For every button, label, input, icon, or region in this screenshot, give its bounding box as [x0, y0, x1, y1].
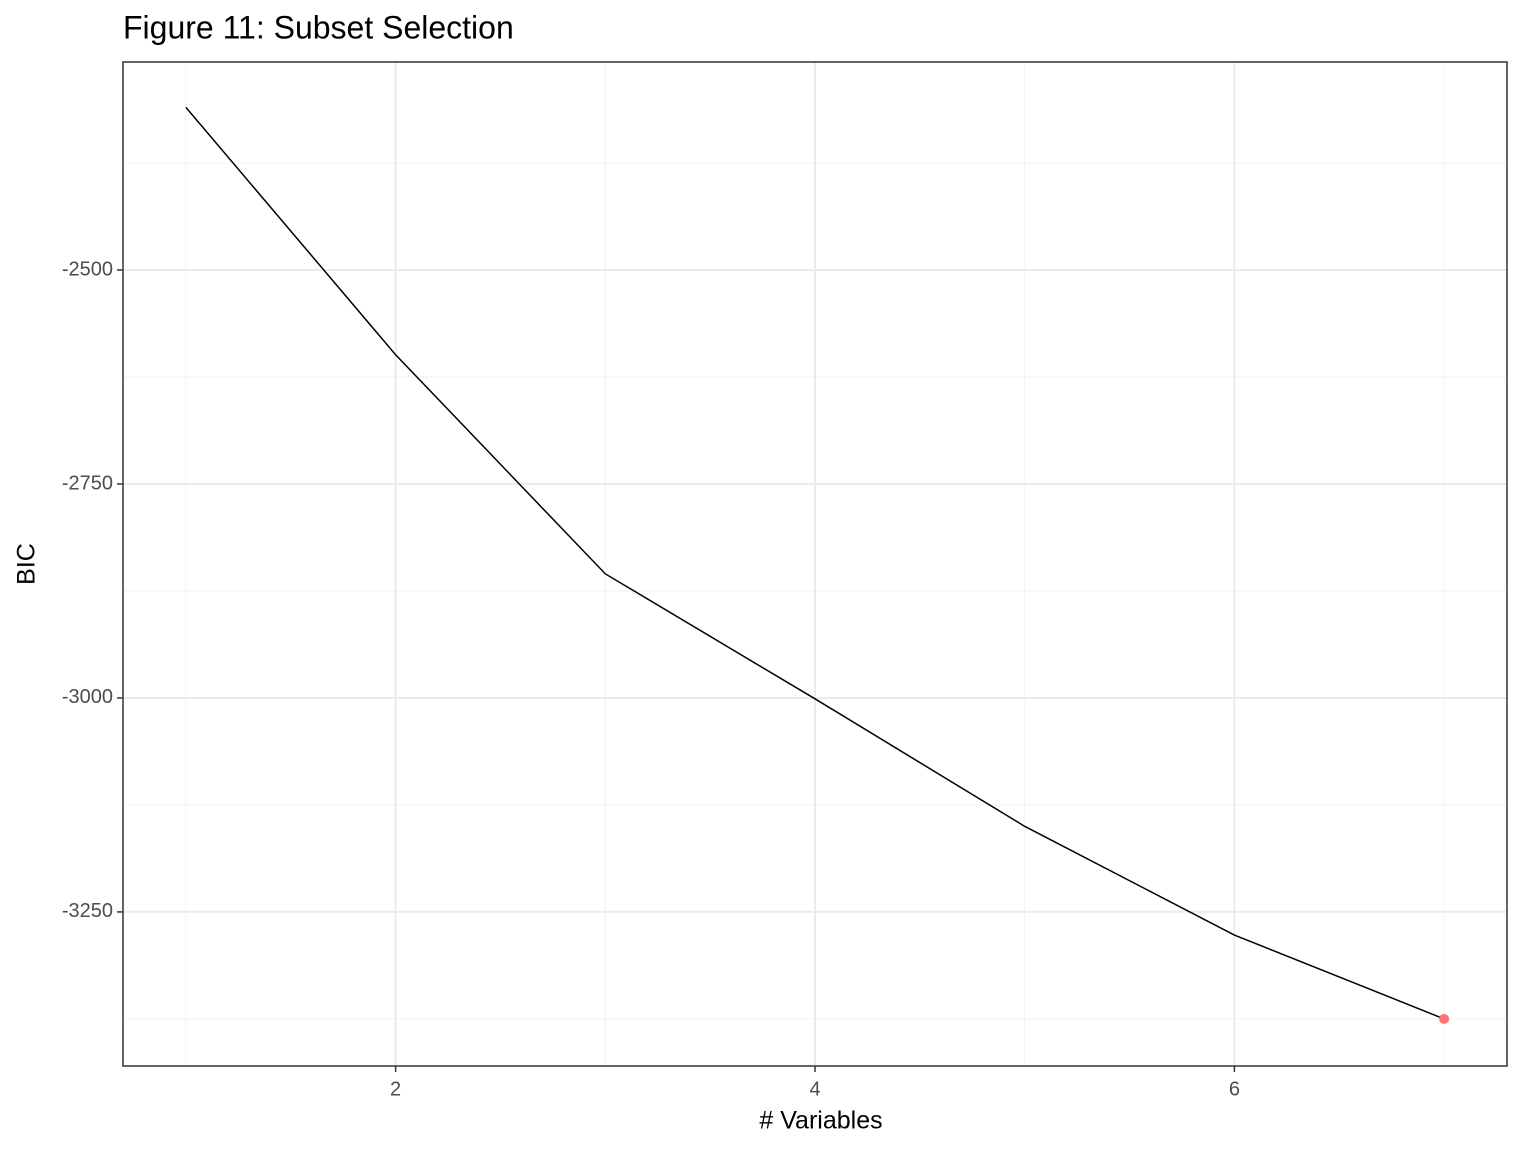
highlight-point: [1439, 1013, 1450, 1024]
x-tick-label: 6: [1229, 1078, 1240, 1100]
x-tick-label: 4: [809, 1078, 820, 1100]
line: [185, 106, 1445, 1020]
y-tick-label: -3250: [62, 900, 113, 922]
x-axis-title: # Variables: [759, 1107, 882, 1135]
y-tick-label: -3000: [62, 686, 113, 708]
y-tick-label: -2500: [62, 258, 113, 280]
x-tick-label: 2: [390, 1078, 401, 1100]
panel-border: [122, 61, 1508, 1067]
y-tick-label: -2750: [62, 472, 113, 494]
chart-title: Figure 11: Subset Selection: [123, 9, 514, 45]
y-axis-title: BIC: [13, 543, 41, 585]
